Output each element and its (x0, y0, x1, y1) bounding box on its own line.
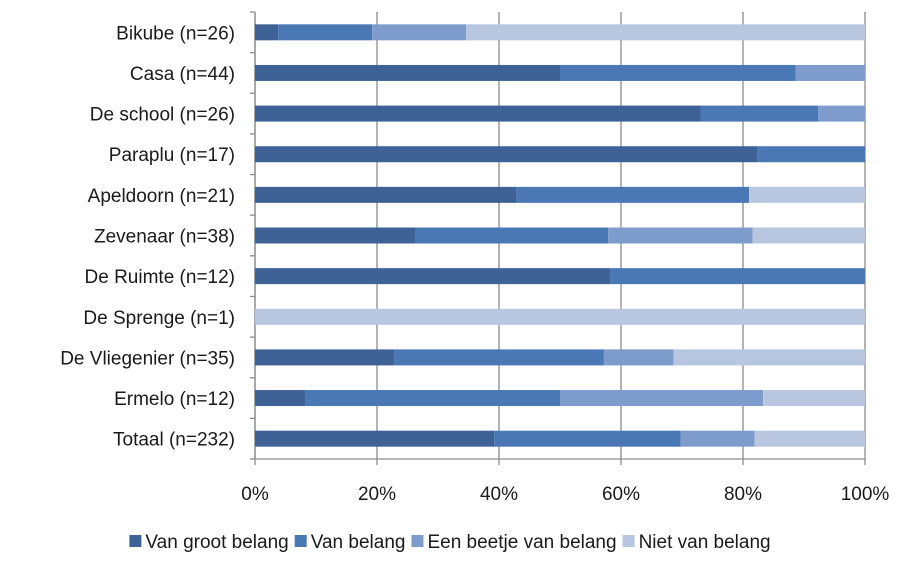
legend-item: Van groot belang (129, 532, 289, 553)
bar-segment (305, 390, 560, 407)
x-tick-label: 60% (602, 484, 640, 505)
legend-label: Van belang (311, 532, 406, 553)
category-label: Zevenaar (n=38) (94, 227, 235, 248)
category-label: Totaal (n=232) (113, 430, 235, 451)
category-label: Bikube (n=26) (116, 23, 235, 44)
bar-segment (255, 430, 495, 447)
bar-segment (680, 430, 755, 447)
bar-segment (466, 24, 865, 41)
bar-segment (818, 105, 865, 122)
legend-label: Van groot belang (145, 532, 288, 553)
bar-segment (255, 64, 560, 81)
bar-segment (278, 24, 373, 41)
bar-segment (560, 390, 764, 407)
legend-label: Een beetje van belang (427, 532, 616, 553)
bar-segment (415, 227, 609, 244)
bar-segment (255, 268, 611, 285)
x-tick-label: 40% (480, 484, 518, 505)
category-label: De Sprenge (n=1) (83, 308, 235, 329)
category-label: De Vliegenier (n=35) (60, 348, 235, 369)
bar-segment (757, 146, 865, 163)
bar-segment (394, 349, 604, 366)
bar-segment (608, 227, 753, 244)
legend-swatch (294, 535, 307, 547)
bar-segment (795, 64, 865, 81)
bar-segment (673, 349, 865, 366)
bar-segment (255, 24, 279, 41)
legend-swatch (622, 535, 635, 547)
legend-label: Niet van belang (639, 532, 771, 553)
bar-segment (754, 430, 865, 447)
bar-segment (255, 186, 517, 203)
x-tick-label: 80% (724, 484, 762, 505)
legend-item: Niet van belang (622, 532, 771, 553)
bar-segment (560, 64, 796, 81)
bar-segment (255, 390, 306, 407)
bar-segment (516, 186, 750, 203)
x-tick-label: 20% (358, 484, 396, 505)
bar-segment (494, 430, 681, 447)
category-label: Ermelo (n=12) (114, 389, 235, 410)
category-label: Apeldoorn (n=21) (88, 186, 235, 207)
legend-swatch (411, 535, 424, 547)
category-label: Paraplu (n=17) (109, 145, 235, 166)
category-label: Casa (n=44) (130, 64, 235, 85)
bar-segment (603, 349, 674, 366)
bar-segment (255, 227, 416, 244)
legend: Van groot belang Van belang Een beetje van… (129, 532, 771, 553)
x-tick-label: 0% (241, 484, 269, 505)
category-labels: Bikube (n=26) Casa (n=44) De school (n=26)… (60, 23, 235, 450)
bar-segment (255, 146, 758, 163)
legend-item: Van belang (294, 532, 406, 553)
category-label: De Ruimte (n=12) (85, 267, 235, 288)
bar-segment (752, 227, 865, 244)
bar-segment (255, 349, 395, 366)
legend-item: Een beetje van belang (411, 532, 617, 553)
bar-segment (255, 105, 701, 122)
bar-segment (255, 308, 865, 325)
bar-segment (700, 105, 819, 122)
bars (255, 24, 865, 447)
x-tick-label: 100% (841, 484, 890, 505)
bar-segment (610, 268, 865, 285)
category-label: De school (n=26) (90, 105, 235, 126)
bar-segment (372, 24, 467, 41)
x-tick-labels: 0% 20% 40% 60% 80% 100% (241, 484, 889, 505)
bar-segment (763, 390, 865, 407)
legend-swatch (129, 535, 142, 547)
bar-segment (749, 186, 865, 203)
